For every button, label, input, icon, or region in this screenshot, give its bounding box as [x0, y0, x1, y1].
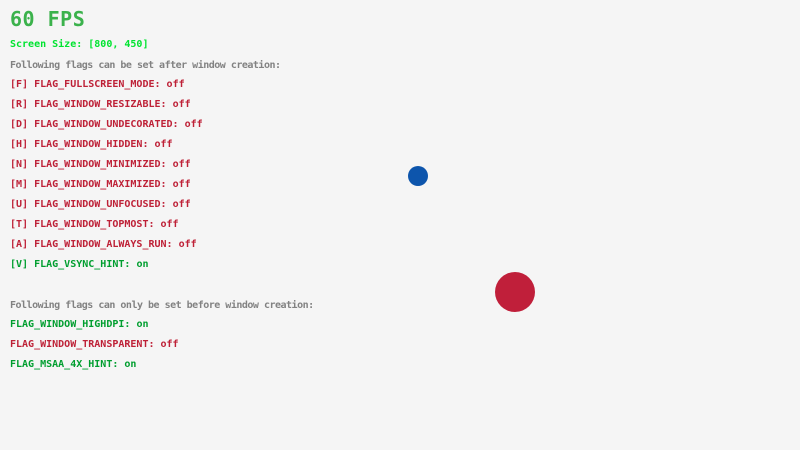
flag-status-line: [R] FLAG_WINDOW_RESIZABLE: off	[10, 100, 203, 120]
flag-label: [D] FLAG_WINDOW_UNDECORATED:	[10, 119, 185, 130]
flag-state: off	[154, 139, 173, 150]
flag-status-line: [U] FLAG_WINDOW_UNFOCUSED: off	[10, 200, 203, 220]
flag-label: [N] FLAG_WINDOW_MINIMIZED:	[10, 159, 173, 170]
flag-label: [M] FLAG_WINDOW_MAXIMIZED:	[10, 179, 173, 190]
flag-state: on	[124, 359, 137, 370]
flag-list-before-creation: FLAG_WINDOW_HIGHDPI: on FLAG_WINDOW_TRANS…	[10, 320, 179, 380]
flag-status-line: FLAG_MSAA_4X_HINT: on	[10, 360, 179, 380]
fps-counter: 60 FPS	[10, 7, 86, 31]
flag-label: [T] FLAG_WINDOW_TOPMOST:	[10, 219, 161, 230]
flag-status-line: [V] FLAG_VSYNC_HINT: on	[10, 260, 203, 280]
flag-status-line: [D] FLAG_WINDOW_UNDECORATED: off	[10, 120, 203, 140]
flag-state: off	[172, 99, 191, 110]
flag-list-after-creation: [F] FLAG_FULLSCREEN_MODE: off [R] FLAG_WI…	[10, 80, 203, 280]
flag-label: FLAG_WINDOW_TRANSPARENT:	[10, 339, 161, 350]
flag-state: off	[160, 219, 179, 230]
flag-label: [V] FLAG_VSYNC_HINT:	[10, 259, 137, 270]
section-header-before-creation: Following flags can only be set before w…	[10, 300, 314, 311]
flag-status-line: [A] FLAG_WINDOW_ALWAYS_RUN: off	[10, 240, 203, 260]
screen-size-label: Screen Size: [800, 450]	[10, 39, 149, 50]
flag-label: [F] FLAG_FULLSCREEN_MODE:	[10, 79, 167, 90]
flag-label: [U] FLAG_WINDOW_UNFOCUSED:	[10, 199, 173, 210]
flag-status-line: FLAG_WINDOW_TRANSPARENT: off	[10, 340, 179, 360]
flag-status-line: [N] FLAG_WINDOW_MINIMIZED: off	[10, 160, 203, 180]
flag-state: off	[160, 339, 179, 350]
blue-ball	[408, 166, 428, 186]
flag-status-line: FLAG_WINDOW_HIGHDPI: on	[10, 320, 179, 340]
flag-status-line: [H] FLAG_WINDOW_HIDDEN: off	[10, 140, 203, 160]
flag-state: on	[136, 259, 149, 270]
flag-status-line: [M] FLAG_WINDOW_MAXIMIZED: off	[10, 180, 203, 200]
flag-label: FLAG_WINDOW_HIGHDPI:	[10, 319, 137, 330]
flag-state: off	[184, 119, 203, 130]
flag-state: off	[178, 239, 197, 250]
flag-state: off	[172, 179, 191, 190]
flag-state: off	[172, 159, 191, 170]
flag-state: off	[172, 199, 191, 210]
flag-status-line: [T] FLAG_WINDOW_TOPMOST: off	[10, 220, 203, 240]
flag-state: off	[166, 79, 185, 90]
flag-label: [H] FLAG_WINDOW_HIDDEN:	[10, 139, 155, 150]
flag-label: FLAG_MSAA_4X_HINT:	[10, 359, 125, 370]
flag-label: [A] FLAG_WINDOW_ALWAYS_RUN:	[10, 239, 179, 250]
flag-label: [R] FLAG_WINDOW_RESIZABLE:	[10, 99, 173, 110]
flag-state: on	[136, 319, 149, 330]
flag-status-line: [F] FLAG_FULLSCREEN_MODE: off	[10, 80, 203, 100]
section-header-after-creation: Following flags can be set after window …	[10, 60, 281, 71]
red-ball	[495, 272, 535, 312]
